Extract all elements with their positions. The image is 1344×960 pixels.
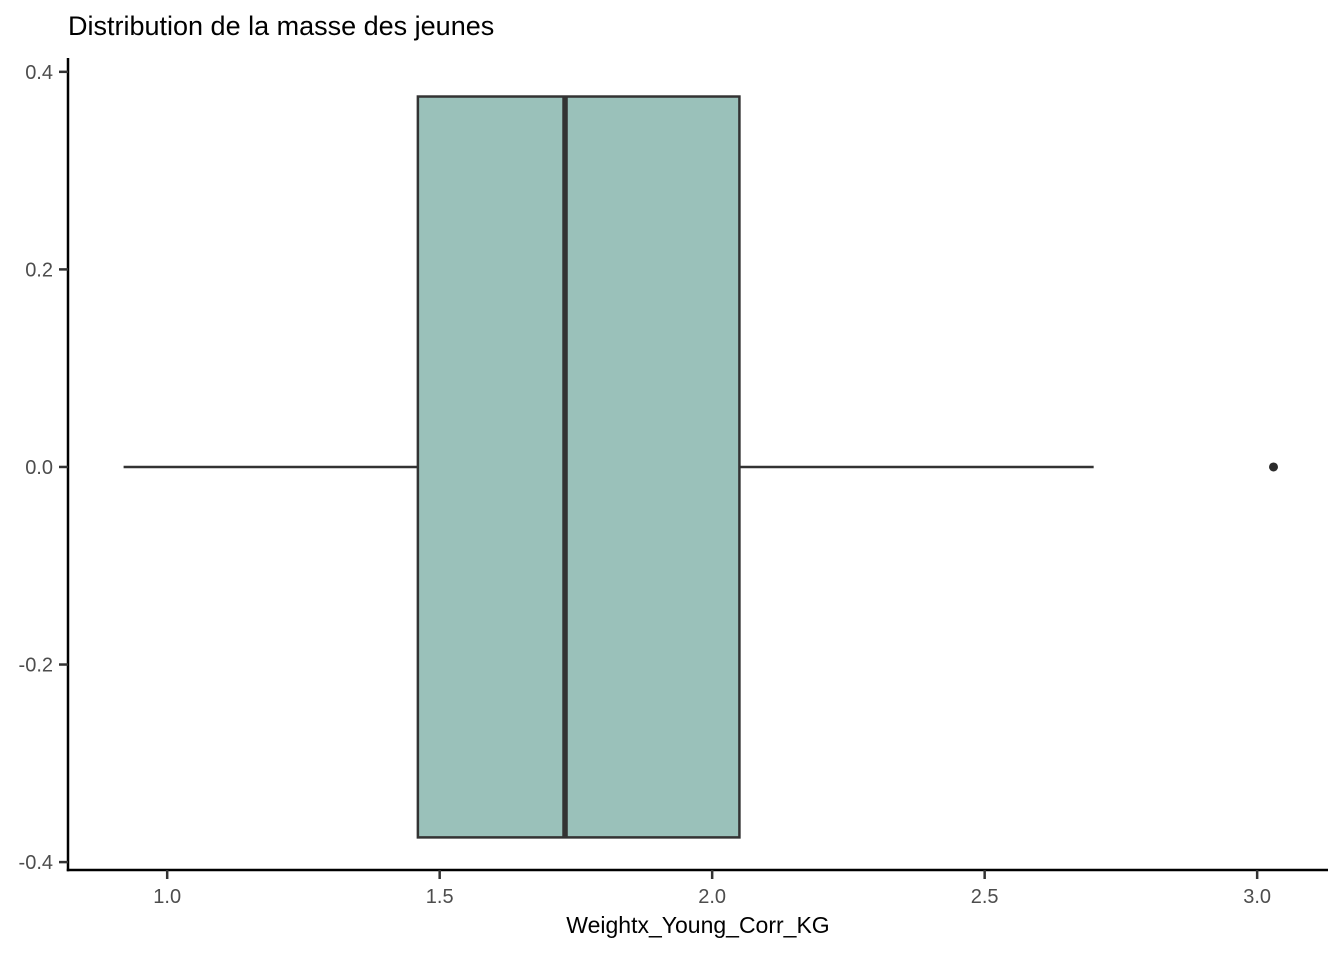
x-tick-label: 2.0 [698,886,726,908]
outlier-point [1269,462,1279,472]
y-tick-label: 0.0 [25,457,53,479]
x-tick-label: 1.5 [426,886,454,908]
boxplot-box [416,95,741,839]
y-tick-label: -0.4 [19,852,53,874]
x-tick-label: 2.5 [971,886,999,908]
x-axis-title: Weightx_Young_Corr_KG [566,912,830,938]
x-tick-label: 1.0 [153,886,181,908]
chart-title: Distribution de la masse des jeunes [68,11,495,41]
y-tick-label: 0.4 [25,62,53,84]
x-tick-label: 3.0 [1243,886,1271,908]
y-tick-label: -0.2 [19,655,53,677]
y-tick-label: 0.2 [25,259,53,281]
